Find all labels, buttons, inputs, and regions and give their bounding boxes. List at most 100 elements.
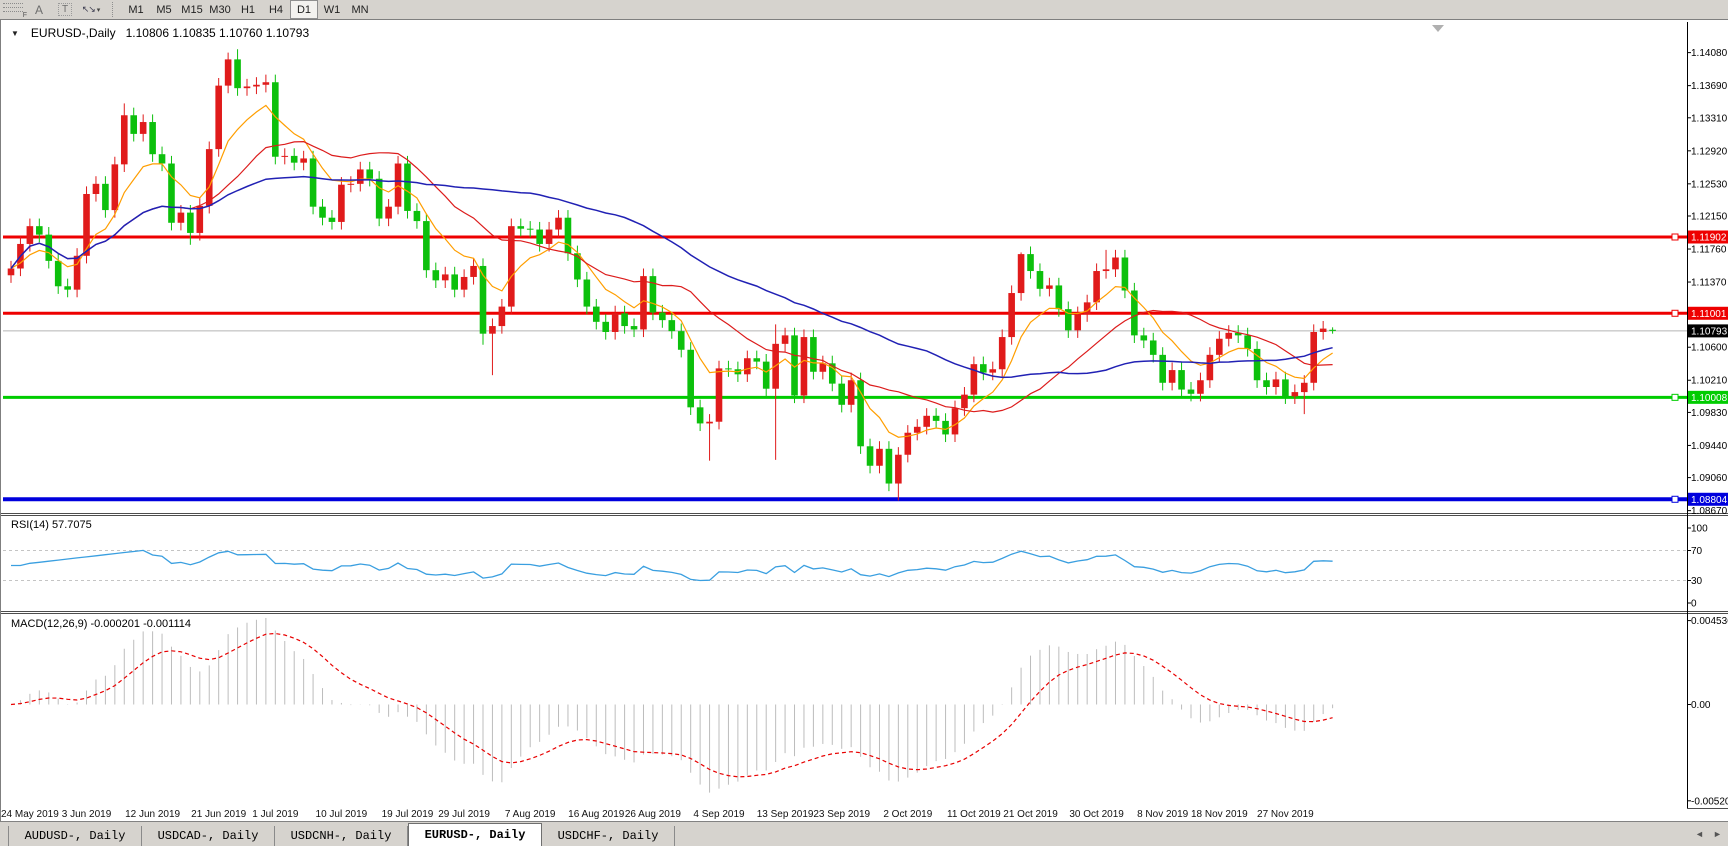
text-icon: A xyxy=(34,2,43,17)
date-label: 30 Oct 2019 xyxy=(1069,809,1124,820)
price-axis: 1.14080 1.13690 1.13310 1.12920 1.12530 1.121… xyxy=(1687,48,1728,807)
timeframe-button-mn[interactable]: MN xyxy=(351,3,369,16)
date-label: 19 Jul 2019 xyxy=(381,809,434,820)
timeframe-button-h1[interactable]: H1 xyxy=(240,3,256,16)
collapse-icon[interactable]: ▼ xyxy=(11,28,19,38)
date-label: 24 May 2019 xyxy=(0,809,59,820)
chart-title-bar: ▼ EURUSD-,Daily 1.10806 1.10835 1.10760 … xyxy=(11,26,309,40)
svg-text:1.11902: 1.11902 xyxy=(1691,233,1727,244)
macd-histogram xyxy=(19,617,1334,793)
price-tick-label: 1.13310 xyxy=(1691,113,1728,124)
line-handle[interactable] xyxy=(1671,393,1679,401)
candles-group xyxy=(7,49,1336,501)
rsi-indicator-label: RSI(14) 57.7075 xyxy=(11,519,92,531)
timeframe-button-m30[interactable]: M30 xyxy=(209,3,231,16)
main-price-pane[interactable] xyxy=(3,49,1687,503)
date-label: 2 Oct 2019 xyxy=(883,809,933,820)
date-axis[interactable]: 24 May 2019 3 Jun 2019 12 Jun 2019 21 Jun 2… xyxy=(1,808,1687,822)
chevron-down-icon: ▾ xyxy=(96,6,101,14)
date-label: 16 Aug 2019 xyxy=(568,809,625,820)
timeframe-button-d1[interactable]: D1 xyxy=(290,0,318,19)
text-label-icon: T xyxy=(57,3,73,16)
chart-tab-eurusd[interactable]: EURUSD-, Daily xyxy=(408,823,542,846)
moving-average-sma45 xyxy=(10,175,1333,379)
chart-canvas[interactable]: 1.14080 1.13690 1.13310 1.12920 1.12530 1.121… xyxy=(1,20,1728,822)
macd-tick-label: 0.004536 xyxy=(1691,616,1728,627)
rsi-tick-label: 0 xyxy=(1691,599,1697,610)
fibonacci-icon: F xyxy=(3,3,27,19)
date-label: 26 Aug 2019 xyxy=(624,809,681,820)
axis-price-box-1.11902: 1.11902 xyxy=(1688,230,1728,244)
moving-average-sma20 xyxy=(10,140,1333,413)
date-label: 3 Jun 2019 xyxy=(61,809,112,820)
axis-price-box-1.08804: 1.08804 xyxy=(1688,492,1728,506)
price-tick-label: 1.11760 xyxy=(1691,245,1727,256)
svg-text:1.10793: 1.10793 xyxy=(1691,326,1728,337)
date-label: 4 Sep 2019 xyxy=(693,809,745,820)
macd-signal-line xyxy=(10,632,1333,778)
timeframe-button-h4[interactable]: H4 xyxy=(268,3,284,16)
rsi-pane[interactable] xyxy=(3,549,1687,582)
arrows-icon: ↖↘ xyxy=(81,4,96,14)
fibonacci-tool-button[interactable]: F xyxy=(1,1,27,19)
price-tick-label: 1.10210 xyxy=(1691,376,1728,387)
macd-indicator-label: MACD(12,26,9) -0.000201 -0.001114 xyxy=(11,618,191,630)
timeframe-button-m15[interactable]: M15 xyxy=(181,3,203,16)
price-tick-label: 1.12920 xyxy=(1691,146,1728,157)
line-handle[interactable] xyxy=(1671,233,1679,241)
toolbar-separator xyxy=(112,2,118,17)
chart-shift-marker[interactable] xyxy=(1432,25,1444,32)
timeframe-button-w1[interactable]: W1 xyxy=(323,3,341,16)
chart-tab-bar: ◄ ► AUDUSD-, Daily USDCAD-, Daily USDCNH-,… xyxy=(0,821,1728,846)
tab-scroll-left-icon[interactable]: ◄ xyxy=(1695,829,1704,839)
date-label: 13 Sep 2019 xyxy=(756,809,814,820)
tab-scroll-right-icon[interactable]: ► xyxy=(1713,829,1722,839)
axis-price-box-1.10008: 1.10008 xyxy=(1688,390,1728,404)
horizontal-line-1.11001[interactable] xyxy=(3,309,1687,317)
date-label: 18 Nov 2019 xyxy=(1190,809,1248,820)
line-handle[interactable] xyxy=(1671,309,1679,317)
price-tick-label: 1.13690 xyxy=(1691,81,1728,92)
timeframe-button-m1[interactable]: M1 xyxy=(128,3,144,16)
chart-tab-usdcad[interactable]: USDCAD-, Daily xyxy=(142,826,275,846)
rsi-tick-label: 100 xyxy=(1691,524,1708,535)
line-handle[interactable] xyxy=(1671,495,1679,503)
date-label: 27 Nov 2019 xyxy=(1257,809,1314,820)
date-label: 23 Sep 2019 xyxy=(813,809,871,820)
price-tick-label: 1.09060 xyxy=(1691,473,1728,484)
macd-pane[interactable] xyxy=(10,617,1334,793)
date-label: 7 Aug 2019 xyxy=(504,809,556,820)
horizontal-line-1.08804[interactable] xyxy=(3,495,1687,503)
date-label: 8 Nov 2019 xyxy=(1137,809,1189,820)
horizontal-line-1.11902[interactable] xyxy=(3,233,1687,241)
date-label: 21 Jun 2019 xyxy=(191,809,247,820)
price-tick-label: 1.09440 xyxy=(1691,441,1728,452)
chart-ohlc-values: 1.10806 1.10835 1.10760 1.10793 xyxy=(125,26,310,40)
macd-tick-label: -0.005205 xyxy=(1691,796,1728,807)
chart-symbol-period: EURUSD-,Daily xyxy=(30,26,116,40)
arrows-tool-button[interactable]: ↖↘ ▾ xyxy=(79,1,103,18)
timeframe-button-m5[interactable]: M5 xyxy=(156,3,172,16)
chart-window: 1.14080 1.13690 1.13310 1.12920 1.12530 1.121… xyxy=(0,19,1728,822)
price-tick-label: 1.12530 xyxy=(1691,179,1728,190)
svg-text:1.11001: 1.11001 xyxy=(1691,309,1727,320)
text-tool-button[interactable]: A xyxy=(27,1,51,18)
svg-text:1.08804: 1.08804 xyxy=(1691,495,1728,506)
price-tick-label: 1.08670 xyxy=(1691,506,1728,517)
text-label-tool-button[interactable]: T xyxy=(53,1,77,18)
chart-tab-usdcnh[interactable]: USDCNH-, Daily xyxy=(275,826,408,846)
chart-tab-usdchf[interactable]: USDCHF-, Daily xyxy=(542,826,675,846)
price-tick-label: 1.12150 xyxy=(1691,212,1728,223)
price-tick-label: 1.10600 xyxy=(1691,343,1728,354)
chart-tab-audusd[interactable]: AUDUSD-, Daily xyxy=(8,826,142,846)
chart-background xyxy=(1,20,1728,822)
toolbar: F A T ↖↘ ▾ M1 M5 M15 M30 H1 H4 D1 W1 MN xyxy=(0,0,1728,19)
macd-tick-label: 0.00 xyxy=(1691,700,1711,711)
date-label: 11 Oct 2019 xyxy=(947,809,1001,820)
rsi-line xyxy=(11,549,1333,582)
date-label: 21 Oct 2019 xyxy=(1003,809,1058,820)
rsi-tick-label: 70 xyxy=(1691,546,1703,557)
axis-current-price-box: 1.10793 xyxy=(1688,324,1728,338)
price-tick-label: 1.09830 xyxy=(1691,408,1728,419)
price-tick-label: 1.11370 xyxy=(1691,278,1727,289)
